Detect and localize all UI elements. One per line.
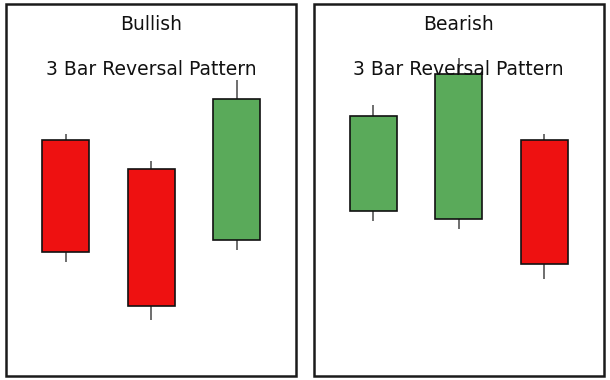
Text: 3 Bar Reversal Pattern: 3 Bar Reversal Pattern xyxy=(353,60,564,79)
Bar xyxy=(213,99,260,240)
Bar xyxy=(42,140,89,252)
Text: Bearish: Bearish xyxy=(423,15,494,34)
Text: 3 Bar Reversal Pattern: 3 Bar Reversal Pattern xyxy=(46,60,257,79)
Bar xyxy=(436,74,483,219)
Bar xyxy=(350,116,397,211)
Text: Bullish: Bullish xyxy=(120,15,182,34)
Bar xyxy=(127,169,174,306)
Bar xyxy=(521,140,568,264)
